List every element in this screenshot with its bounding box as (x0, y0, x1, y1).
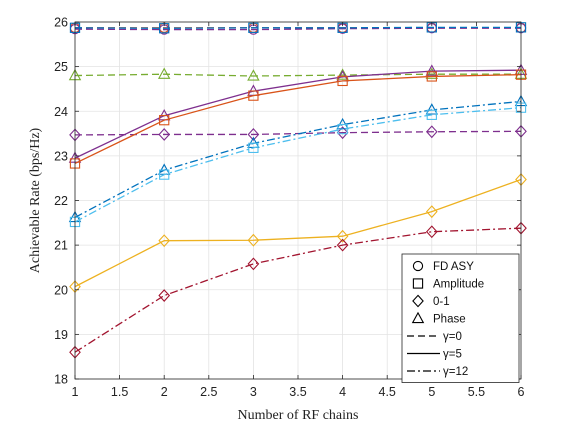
data-point (157, 67, 171, 79)
legend-entry: 0-1 (412, 294, 450, 308)
data-point (425, 67, 439, 79)
y-tick-label: 19 (54, 328, 68, 342)
data-point (425, 225, 438, 239)
series-line (74, 227, 522, 353)
y-tick-label: 24 (54, 105, 68, 119)
data-point (247, 69, 260, 81)
x-tick-label: 3 (250, 385, 257, 399)
legend-marker-triangle (411, 311, 425, 324)
data-point (336, 126, 349, 140)
legend: FD ASY Amplitude 0-1 Phase γ=0 γ=5 γ=12 (401, 253, 520, 383)
data-point (158, 234, 171, 248)
series-line (74, 107, 522, 223)
data-point (337, 123, 348, 135)
data-point (425, 125, 438, 139)
y-tick-label: 22 (54, 194, 68, 208)
data-point (158, 128, 171, 141)
data-point (159, 115, 170, 126)
data-point (336, 229, 349, 243)
data-point (426, 109, 437, 120)
series-line (74, 69, 522, 159)
y-tick-label: 23 (54, 149, 68, 163)
x-axis-label: Number of RF chains (238, 408, 359, 423)
x-tick-label: 4.5 (379, 385, 396, 399)
y-tick-label: 20 (54, 283, 68, 297)
legend-entry: Amplitude (412, 278, 484, 291)
legend-label: 0-1 (433, 296, 450, 308)
legend-label: γ=5 (443, 349, 462, 361)
x-tick-label: 1.5 (111, 385, 128, 399)
data-point (425, 205, 438, 219)
data-point (336, 117, 349, 130)
data-point (425, 64, 439, 76)
x-tick-label: 2 (161, 385, 168, 399)
data-point (247, 233, 260, 247)
x-tick-label: 4 (339, 385, 346, 399)
legend-entry: FD ASY (412, 260, 474, 273)
y-axis-label: Achievable Rate (bps/Hz) (28, 127, 43, 273)
legend-entry: Phase (411, 311, 466, 326)
legend-entry: γ=12 (407, 366, 468, 378)
data-point (159, 169, 170, 180)
x-tick-label: 1 (72, 385, 79, 399)
data-point (248, 90, 259, 101)
legend-marker-diamond (412, 294, 424, 308)
legend-entry: γ=5 (407, 349, 462, 361)
data-point (425, 103, 439, 115)
legend-marker-square (412, 278, 424, 289)
data-point (158, 289, 171, 302)
series-line (74, 27, 521, 31)
series-line (74, 178, 522, 288)
series-line (74, 74, 522, 165)
legend-entry: γ=0 (407, 331, 462, 343)
legend-label: FD ASY (433, 261, 474, 273)
x-tick-label: 2.5 (200, 385, 217, 399)
series-group (68, 22, 528, 359)
legend-label: γ=0 (443, 331, 462, 343)
legend-label: γ=12 (443, 366, 468, 378)
x-tick-label: 5.5 (468, 385, 485, 399)
data-point (247, 257, 260, 271)
data-point (336, 68, 349, 80)
series-line (74, 73, 521, 77)
y-tick-label: 21 (54, 239, 68, 253)
data-point (248, 142, 259, 153)
legend-label: Phase (433, 314, 466, 326)
y-tick-label: 26 (54, 16, 68, 30)
y-tick-label: 25 (54, 60, 68, 74)
x-tick-label: 5 (428, 385, 435, 399)
y-tick-label: 18 (54, 373, 68, 387)
legend-label: Amplitude (433, 279, 484, 291)
x-tick-label: 3.5 (289, 385, 306, 399)
series-line (74, 26, 521, 29)
series-line (74, 130, 522, 136)
series-line (74, 100, 522, 219)
data-point (426, 71, 437, 82)
legend-marker-circle (412, 260, 424, 272)
data-point (247, 128, 260, 141)
x-tick-label: 6 (518, 385, 525, 399)
data-point (336, 238, 349, 252)
data-point (337, 75, 348, 87)
